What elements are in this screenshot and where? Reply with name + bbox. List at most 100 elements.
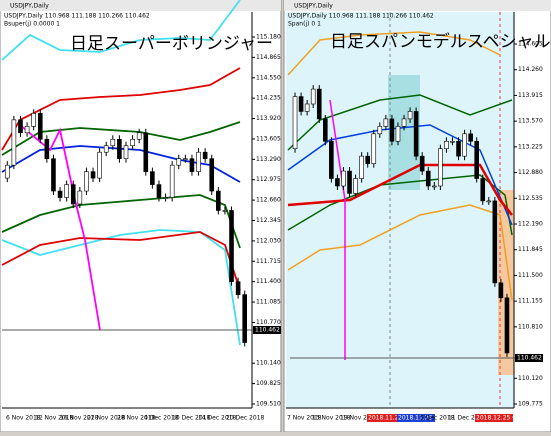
price-label: 112.880: [518, 169, 543, 176]
price-label: 112.190: [518, 221, 543, 228]
candle: [359, 155, 364, 179]
left-title: USDJPY,Daily: [10, 3, 49, 10]
price-label: 113.570: [518, 118, 543, 125]
price-label: 110.810: [518, 323, 543, 330]
candle: [51, 158, 56, 192]
candle: [202, 151, 208, 159]
candle: [130, 138, 135, 147]
date-label: 2018.11.28 00:00: [398, 415, 452, 422]
date-label: 7 Nov 2018: [287, 415, 322, 422]
candle: [292, 96, 298, 150]
price-label: 113.915: [518, 92, 543, 99]
price-label: 113.920: [256, 115, 281, 122]
price-label: 109.825: [256, 380, 281, 387]
candle: [150, 171, 155, 185]
candle: [329, 140, 334, 179]
candle: [413, 111, 419, 157]
left-titlebar[interactable]: [0, 0, 281, 11]
candle: [176, 158, 182, 166]
candle: [377, 126, 383, 135]
candle: [341, 170, 346, 187]
date-highlight: [397, 414, 435, 422]
candle: [304, 103, 310, 112]
candle: [407, 111, 413, 120]
price-label: 110.140: [256, 360, 281, 367]
candle: [163, 197, 168, 199]
price-label: 114.605: [518, 41, 543, 48]
date-highlight: [367, 414, 405, 422]
date-label: 19 Nov 2018: [340, 415, 379, 422]
candle: [77, 190, 83, 205]
price-label: 114.260: [518, 66, 543, 73]
price-label: 111.085: [256, 299, 281, 306]
left-bands: [1, 0, 241, 346]
candle: [143, 132, 149, 172]
date-label: 11 Dec 2018: [448, 415, 487, 422]
candle: [353, 178, 358, 194]
candle: [242, 294, 248, 343]
candle: [498, 282, 504, 299]
candle: [492, 200, 498, 284]
candle: [84, 171, 89, 192]
price-label: 113.605: [256, 135, 281, 142]
candle: [235, 281, 241, 295]
price-label: 109.775: [518, 401, 543, 408]
date-label: 2018.12.25 00:00: [476, 415, 530, 422]
candle: [31, 113, 36, 127]
price-label: 112.975: [256, 176, 281, 183]
price-label: 114.235: [256, 95, 281, 102]
candle: [425, 170, 431, 187]
right-indicator: Span(j) 0 1: [288, 21, 321, 28]
candle: [209, 158, 215, 192]
candle: [123, 145, 129, 159]
candle: [383, 118, 389, 127]
candle: [347, 170, 352, 194]
price-label: 111.400: [256, 278, 281, 285]
current-price-box: [515, 354, 543, 362]
price-label: 112.030: [256, 237, 281, 244]
date-label: 22 Nov 2018: [87, 415, 126, 422]
candle: [468, 133, 473, 142]
right-shade: [498, 190, 514, 375]
price-label: 112.535: [518, 195, 543, 202]
current-price-box: [253, 326, 281, 334]
candle: [365, 155, 370, 164]
left-header: USDJPY,Daily 110.968 111.188 110.266 110…: [4, 13, 150, 20]
candle: [37, 113, 43, 140]
candle: [419, 155, 425, 172]
candle: [456, 140, 461, 157]
candle: [103, 145, 109, 153]
right-titlebar[interactable]: [284, 0, 551, 11]
candle: [110, 138, 116, 147]
candle: [11, 119, 17, 166]
candle: [432, 185, 437, 188]
current-price: 110.462: [255, 327, 280, 334]
price-label: 111.155: [518, 298, 543, 305]
candle: [156, 184, 162, 198]
candle: [44, 138, 50, 159]
candle: [401, 118, 407, 127]
candle: [117, 138, 122, 159]
candle: [395, 126, 401, 142]
price-label: 114.550: [256, 74, 281, 81]
price-label: 115.180: [256, 34, 281, 41]
current-price: 110.462: [517, 355, 542, 362]
right-header: USDJPY,Daily 110.968 111.188 110.266 110…: [288, 13, 434, 20]
date-label: 13 Nov 2018: [312, 415, 351, 422]
date-label: 4 Dec 2018: [144, 415, 179, 422]
candle: [310, 88, 316, 105]
price-label: 110.120: [518, 375, 543, 382]
candle: [70, 184, 76, 205]
date-label: 5 Dec 2018: [420, 415, 455, 422]
candle: [4, 164, 10, 179]
price-label: 111.845: [518, 246, 543, 253]
candle: [438, 148, 443, 187]
candle: [450, 140, 455, 143]
right-overlay-title: 日足スパンモデルスペシャル: [330, 31, 551, 52]
candle: [97, 151, 102, 179]
candle: [389, 118, 395, 142]
date-label: 20 Dec 2018: [226, 415, 265, 422]
candle: [169, 164, 175, 198]
